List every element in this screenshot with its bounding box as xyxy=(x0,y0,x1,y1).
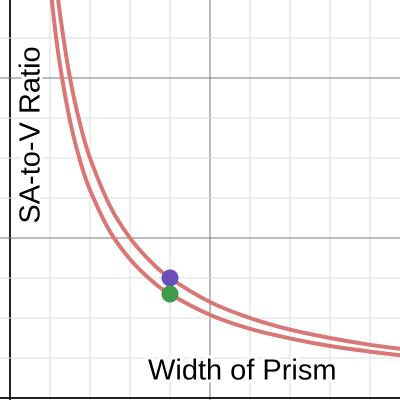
points xyxy=(161,269,179,303)
curves xyxy=(49,0,400,358)
y-axis-label: SA-to-V Ratio xyxy=(15,46,47,223)
point xyxy=(161,269,179,287)
curve xyxy=(49,0,400,358)
curve xyxy=(56,0,400,351)
x-axis-label: Width of Prism xyxy=(148,355,337,387)
point xyxy=(161,285,179,303)
